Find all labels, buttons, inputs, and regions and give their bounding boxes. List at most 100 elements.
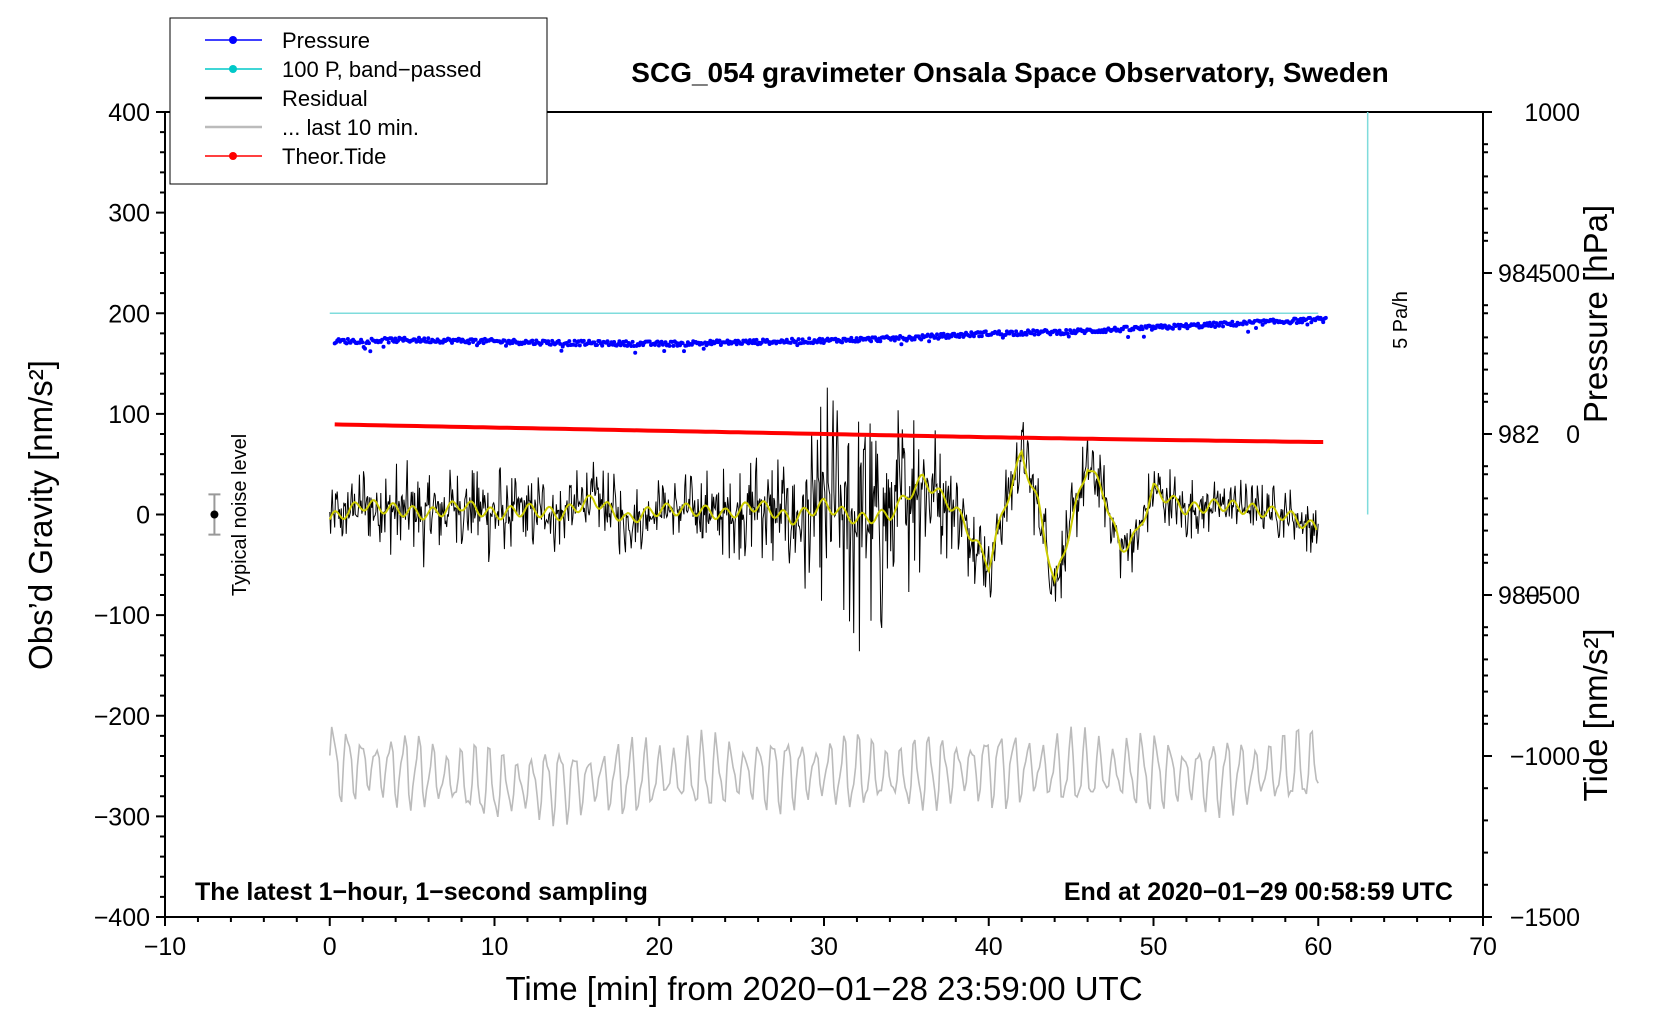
x-tick-label: −10 <box>144 933 186 961</box>
pressure-point <box>840 340 845 345</box>
pressure-point <box>633 350 638 355</box>
legend-items: Pressure 100 P, band−passed Residual ... la… <box>205 28 482 169</box>
tide-tick-label: −500 <box>1524 582 1580 610</box>
pressure-point <box>558 341 563 346</box>
legend-label: Theor.Tide <box>282 144 386 169</box>
y-tick-label: 300 <box>108 200 150 228</box>
pressure-point <box>788 340 793 345</box>
pressure-point <box>740 341 744 346</box>
pressure-point <box>682 349 686 354</box>
pressure-point <box>581 338 586 343</box>
pressure-point <box>899 342 904 347</box>
x-tick-label: 20 <box>645 933 673 961</box>
pressure-point <box>595 343 599 347</box>
tide-tick-label: 500 <box>1538 260 1580 288</box>
bottom-left-note: The latest 1−hour, 1−second sampling <box>195 878 648 906</box>
y-tick-label: 200 <box>108 300 150 328</box>
x-tick-label: 0 <box>323 933 337 961</box>
legend-swatch-dot <box>229 152 237 160</box>
y-tick-label: 400 <box>108 99 150 127</box>
pressure-point <box>1254 326 1258 330</box>
pressure-point <box>807 336 812 341</box>
pressure-point <box>912 337 917 342</box>
tide-tick-label: 1000 <box>1524 99 1580 127</box>
pressure-point <box>671 343 676 348</box>
pressure-point <box>957 335 962 339</box>
pressure-point <box>919 337 924 342</box>
legend: Pressure 100 P, band−passed Residual ... la… <box>169 17 548 185</box>
pressure-point <box>1064 328 1069 332</box>
pressure-point <box>546 339 551 344</box>
bottom-right-note: End at 2020−01−29 00:58:59 UTC <box>1064 878 1453 906</box>
pressure-point <box>417 335 421 340</box>
pressure-point <box>935 332 939 337</box>
pressure-point <box>368 349 373 354</box>
pressure-point <box>1019 329 1024 334</box>
legend-label: 100 P, band−passed <box>282 57 482 82</box>
pressure-point <box>979 334 984 339</box>
pressure-point <box>1124 324 1129 329</box>
pressure-point <box>1141 334 1146 339</box>
pressure-tick-labels: 984 982 980 <box>1498 260 1540 610</box>
pressure-point <box>1140 327 1145 332</box>
series-pressure-points <box>332 315 1328 355</box>
pressure-point <box>663 340 668 345</box>
pressure-point <box>1126 335 1131 339</box>
pressure-point <box>450 340 454 345</box>
pressure-point <box>467 341 472 346</box>
pressure-point <box>680 341 685 346</box>
pressure-point <box>502 338 507 343</box>
pressure-point <box>426 336 431 341</box>
pressure-point <box>386 340 391 345</box>
x-axis-title: Time [min] from 2020−01−28 23:59:00 UTC <box>505 970 1142 1007</box>
pressure-point <box>927 339 932 344</box>
tick-marks <box>156 111 1492 926</box>
series-tide-line <box>334 422 1324 444</box>
pressure-point <box>796 337 801 342</box>
pressure-point <box>605 339 610 344</box>
x-tick-label: 10 <box>481 933 509 961</box>
pressure-point <box>1014 329 1019 334</box>
pressure-point <box>393 336 398 341</box>
pressure-point <box>869 339 874 344</box>
pressure-point <box>1177 326 1182 331</box>
y-tick-label: −200 <box>94 703 150 731</box>
series-last10min-line <box>329 726 1319 827</box>
pressure-point <box>600 343 605 348</box>
legend-swatch-dot <box>229 65 237 73</box>
pressure-point <box>1032 332 1037 337</box>
x-tick-label: 70 <box>1469 933 1497 961</box>
pressure-point <box>1024 332 1029 337</box>
pressure-point <box>849 335 854 340</box>
pressure-point <box>1305 322 1310 327</box>
pressure-point <box>892 338 897 343</box>
series-layer <box>208 112 1369 827</box>
pressure-point <box>360 340 365 345</box>
pressure-point <box>854 336 859 341</box>
pressure-point <box>1244 321 1249 326</box>
pressure-point <box>1170 326 1175 331</box>
pressure-point <box>689 342 694 347</box>
pressure-point <box>1066 334 1071 339</box>
y-tick-labels: 400 300 200 100 0 −100 −200 −300 −400 <box>94 99 150 932</box>
pressure-point <box>556 338 561 343</box>
pressure-point <box>800 337 805 342</box>
pressure-point <box>662 349 667 353</box>
pressure-point <box>612 340 617 344</box>
pressure-point <box>983 329 988 334</box>
pressure-point <box>381 344 386 349</box>
x-tick-label: 50 <box>1140 933 1168 961</box>
pressure-point <box>1323 315 1328 320</box>
pressure-point <box>530 338 535 343</box>
y-tick-label: 100 <box>108 401 150 429</box>
y-tick-label: −100 <box>94 602 150 630</box>
pressure-tick-label: 984 <box>1498 260 1540 288</box>
pressure-point <box>1246 329 1251 334</box>
pressure-point <box>367 341 371 346</box>
pressure-point <box>1057 328 1062 333</box>
pressure-point <box>997 329 1001 334</box>
pressure-point <box>647 339 652 344</box>
pressure-point <box>1217 323 1222 328</box>
pressure-point <box>1221 324 1225 329</box>
pressure-point <box>759 340 764 345</box>
